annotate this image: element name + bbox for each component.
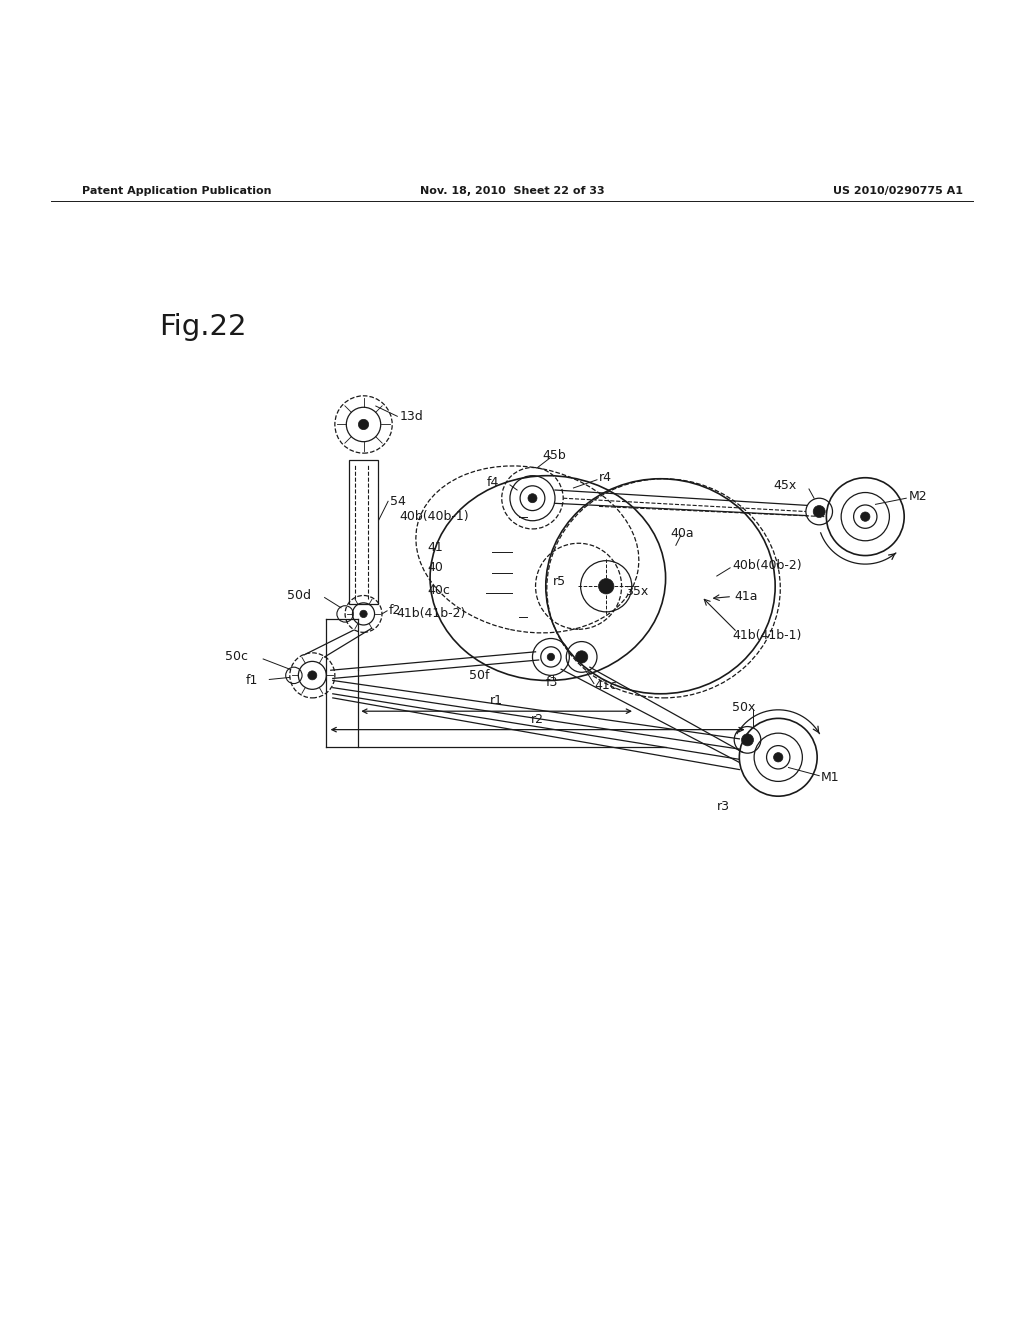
Circle shape bbox=[528, 494, 537, 503]
Circle shape bbox=[308, 671, 316, 680]
Circle shape bbox=[813, 506, 825, 517]
Text: 41a: 41a bbox=[734, 590, 758, 603]
Circle shape bbox=[359, 610, 368, 618]
Circle shape bbox=[358, 420, 369, 429]
Text: f4: f4 bbox=[486, 477, 499, 490]
Text: 54: 54 bbox=[390, 495, 407, 508]
Text: 35x: 35x bbox=[625, 585, 648, 598]
Circle shape bbox=[741, 734, 754, 746]
Circle shape bbox=[547, 653, 555, 660]
Text: r4: r4 bbox=[599, 471, 612, 484]
Text: 13d: 13d bbox=[399, 409, 423, 422]
Bar bbox=[349, 461, 378, 603]
Text: Patent Application Publication: Patent Application Publication bbox=[82, 186, 271, 195]
Text: 40a: 40a bbox=[671, 527, 694, 540]
Text: Fig.22: Fig.22 bbox=[159, 313, 246, 341]
Text: 41b(41b-1): 41b(41b-1) bbox=[732, 628, 802, 642]
Text: 50x: 50x bbox=[732, 701, 756, 714]
Circle shape bbox=[773, 752, 783, 762]
Text: 50c: 50c bbox=[225, 651, 248, 664]
Text: 40b(40b-1): 40b(40b-1) bbox=[399, 510, 469, 523]
Text: r3: r3 bbox=[717, 800, 730, 813]
Text: 40: 40 bbox=[427, 561, 443, 574]
Text: 41c: 41c bbox=[594, 678, 616, 692]
Text: 50f: 50f bbox=[469, 669, 489, 682]
Text: r2: r2 bbox=[531, 713, 544, 726]
Text: US 2010/0290775 A1: US 2010/0290775 A1 bbox=[833, 186, 963, 195]
Text: M1: M1 bbox=[821, 771, 840, 784]
Text: M2: M2 bbox=[908, 490, 927, 503]
Text: 45b: 45b bbox=[543, 449, 566, 462]
Text: 41: 41 bbox=[427, 541, 442, 554]
Text: 45x: 45x bbox=[773, 479, 797, 492]
Circle shape bbox=[575, 651, 588, 663]
Text: Nov. 18, 2010  Sheet 22 of 33: Nov. 18, 2010 Sheet 22 of 33 bbox=[420, 186, 604, 195]
Text: 40c: 40c bbox=[427, 583, 450, 597]
Text: r1: r1 bbox=[490, 694, 503, 708]
Circle shape bbox=[860, 512, 870, 521]
Text: 40b(40b-2): 40b(40b-2) bbox=[732, 560, 802, 573]
Text: f2: f2 bbox=[389, 605, 401, 618]
Text: f3: f3 bbox=[546, 676, 558, 689]
Text: 41b(41b-2): 41b(41b-2) bbox=[396, 607, 466, 620]
Text: 50d: 50d bbox=[287, 589, 310, 602]
Circle shape bbox=[598, 578, 613, 594]
Text: r5: r5 bbox=[553, 574, 566, 587]
Text: f1: f1 bbox=[246, 675, 258, 686]
